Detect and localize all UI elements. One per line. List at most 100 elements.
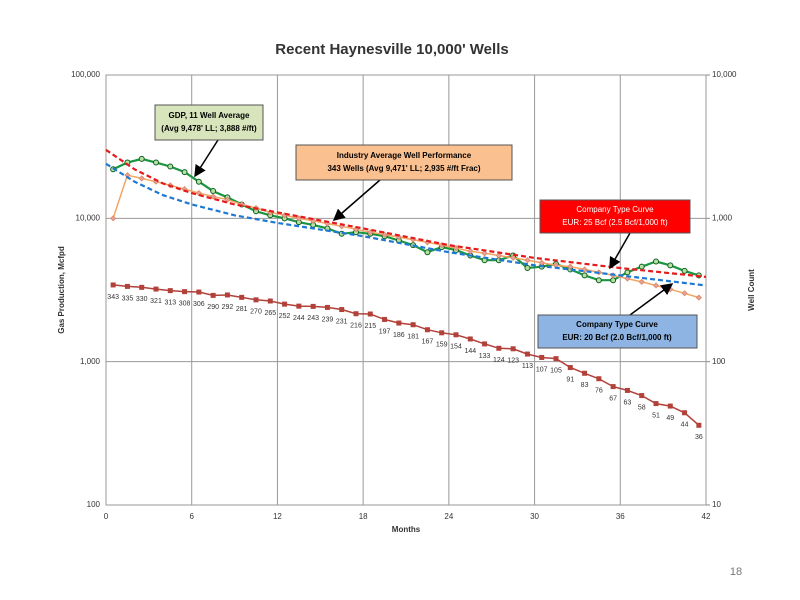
point bbox=[110, 215, 117, 222]
point bbox=[624, 275, 631, 282]
point bbox=[367, 311, 373, 317]
annotation: Company Type Curve EUR: 25 Bcf (2.5 Bcf/… bbox=[539, 199, 691, 270]
annotation-box bbox=[295, 144, 513, 181]
data-label: 133 bbox=[479, 353, 491, 360]
arrow bbox=[332, 179, 381, 221]
point bbox=[353, 311, 359, 317]
data-label: 321 bbox=[150, 298, 162, 305]
data-label: 292 bbox=[222, 304, 234, 311]
point bbox=[239, 294, 245, 300]
y2-tick-label: 100 bbox=[712, 357, 726, 366]
point bbox=[667, 262, 674, 269]
point bbox=[667, 286, 674, 293]
x-tick-label: 12 bbox=[273, 512, 282, 521]
x-tick-label: 0 bbox=[104, 512, 109, 521]
point bbox=[652, 282, 660, 289]
x-tick-label: 36 bbox=[616, 512, 625, 521]
point bbox=[124, 283, 130, 289]
data-label: 308 bbox=[179, 300, 191, 307]
point bbox=[524, 265, 531, 272]
point bbox=[667, 403, 673, 409]
data-label: 91 bbox=[566, 376, 574, 383]
annotation: Company Type Curve EUR: 20 Bcf (2.0 Bcf/… bbox=[537, 283, 698, 349]
point bbox=[310, 303, 316, 309]
point bbox=[467, 336, 473, 342]
data-label: 243 bbox=[307, 315, 319, 322]
point bbox=[282, 301, 288, 307]
data-label: 167 bbox=[422, 339, 434, 346]
x-axis-title: Months bbox=[392, 525, 421, 534]
data-label: 186 bbox=[393, 332, 405, 339]
point bbox=[696, 422, 702, 428]
x-tick-label: 18 bbox=[359, 512, 368, 521]
point bbox=[638, 263, 645, 270]
point bbox=[510, 346, 516, 352]
point bbox=[324, 304, 330, 310]
data-label: 181 bbox=[407, 334, 419, 341]
annotation: Industry Average Well Performance 343 We… bbox=[295, 144, 513, 221]
point bbox=[210, 193, 217, 200]
point bbox=[595, 277, 602, 284]
point bbox=[296, 303, 302, 309]
point bbox=[167, 288, 173, 294]
data-label: 215 bbox=[364, 323, 376, 330]
data-label: 343 bbox=[107, 294, 119, 301]
y2-axis-title: Well Count bbox=[747, 269, 756, 311]
chart-title: Recent Haynesville 10,000' Wells bbox=[275, 41, 508, 58]
x-tick-label: 6 bbox=[189, 512, 194, 521]
x-tick-label: 42 bbox=[702, 512, 711, 521]
point bbox=[310, 217, 317, 224]
data-label: 113 bbox=[522, 363, 533, 370]
point bbox=[681, 290, 688, 297]
point bbox=[610, 384, 616, 390]
arrow bbox=[194, 139, 219, 178]
point bbox=[210, 188, 217, 195]
point bbox=[681, 267, 688, 274]
point bbox=[210, 292, 216, 298]
point bbox=[453, 332, 459, 338]
y2-tick-label: 10,000 bbox=[712, 70, 737, 79]
data-label: 330 bbox=[136, 296, 148, 303]
data-label: 306 bbox=[193, 301, 205, 308]
data-label: 36 bbox=[695, 434, 703, 441]
point bbox=[382, 316, 388, 322]
data-label: 58 bbox=[638, 404, 646, 411]
annotation-text: Company Type Curve bbox=[576, 320, 658, 329]
point bbox=[653, 401, 659, 407]
annotation-box bbox=[154, 104, 264, 141]
point bbox=[524, 351, 530, 357]
data-label: 270 bbox=[250, 309, 262, 316]
point bbox=[638, 278, 645, 285]
point bbox=[381, 231, 388, 238]
point bbox=[624, 387, 630, 393]
point bbox=[596, 376, 602, 382]
data-label: 290 bbox=[207, 304, 219, 311]
data-label: 105 bbox=[550, 367, 562, 374]
point bbox=[267, 298, 273, 304]
y2-tick-label: 10 bbox=[712, 500, 721, 509]
data-label: 83 bbox=[581, 382, 589, 389]
point bbox=[367, 229, 374, 236]
data-label: 197 bbox=[379, 328, 391, 335]
point bbox=[639, 393, 645, 399]
data-label: 124 bbox=[493, 357, 505, 364]
data-label: 335 bbox=[122, 295, 134, 302]
y2-tick-label: 1,000 bbox=[712, 213, 733, 222]
annotation-text: EUR: 25 Bcf (2.5 Bcf/1,000 ft) bbox=[562, 218, 668, 227]
y-tick-label: 1,000 bbox=[80, 357, 101, 366]
point bbox=[496, 345, 502, 351]
y-tick-label: 10,000 bbox=[76, 213, 101, 222]
point bbox=[253, 297, 259, 303]
series-line bbox=[105, 148, 707, 278]
point bbox=[482, 341, 488, 347]
point bbox=[424, 327, 430, 333]
point bbox=[224, 196, 231, 203]
point bbox=[439, 330, 445, 336]
point bbox=[339, 307, 345, 313]
point bbox=[138, 175, 145, 182]
y-tick-label: 100 bbox=[87, 500, 101, 509]
point bbox=[410, 322, 416, 328]
point bbox=[238, 201, 245, 208]
data-label: 44 bbox=[681, 422, 689, 429]
point bbox=[553, 356, 559, 362]
